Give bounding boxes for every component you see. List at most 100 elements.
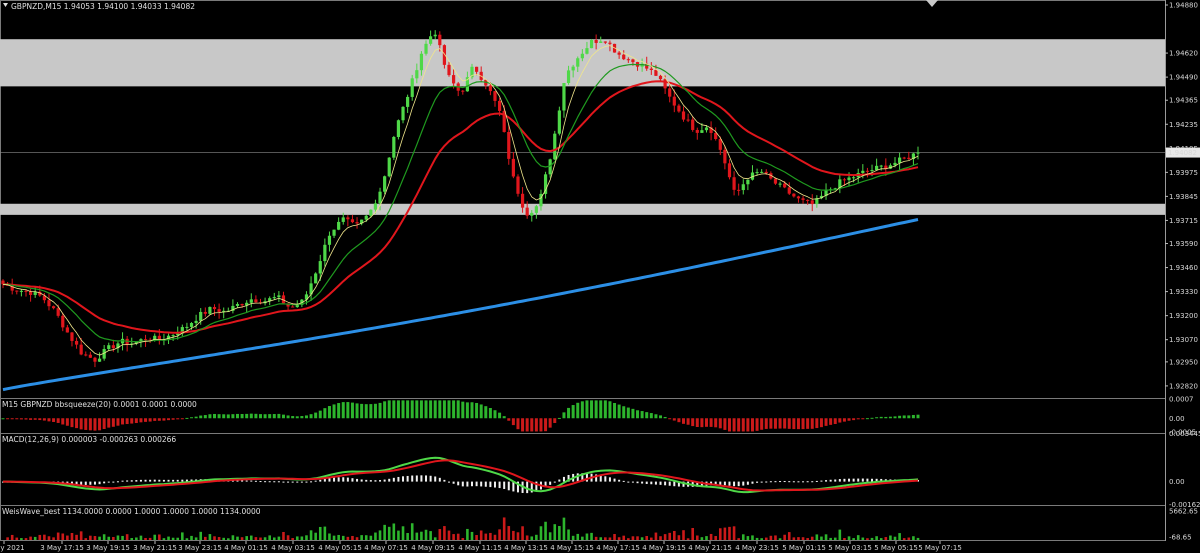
price-tick-label: 1.94620 [1169, 50, 1198, 58]
bbsqueeze-bar [111, 418, 115, 427]
candle-body [323, 244, 327, 262]
candle-body [47, 300, 51, 307]
candle-body [240, 304, 244, 306]
macd-histogram-bar [158, 479, 161, 482]
candle-body [438, 34, 442, 46]
weiswave-bar [608, 537, 612, 540]
candle-body [199, 311, 203, 321]
bbsqueeze-bar [539, 418, 543, 432]
macd-histogram-bar [121, 480, 124, 482]
candle-body [373, 203, 378, 210]
bbsqueeze-bar [277, 413, 281, 419]
candle-body [350, 219, 355, 223]
macd-histogram-bar [365, 479, 368, 482]
bbsqueeze-bar [806, 418, 810, 429]
macd-histogram-bar [287, 481, 290, 483]
weiswave-bar [291, 538, 294, 540]
candle-body [295, 304, 299, 308]
candle-body [15, 290, 19, 292]
weiswave-bar [884, 537, 888, 540]
candle-body [272, 297, 276, 299]
weiswave-bar [686, 538, 690, 540]
weiswave-bar [52, 537, 55, 540]
bbsqueeze-bar [792, 418, 796, 430]
candle-body [24, 290, 28, 292]
bbsqueeze-bars [1, 400, 920, 432]
weiswave-bar [61, 533, 65, 540]
candle-body [884, 165, 888, 169]
bbsqueeze-bar [603, 400, 607, 419]
bbsqueeze-bar [617, 404, 621, 419]
candle-body [599, 41, 603, 43]
bbsqueeze-tick-label: -0.0005 [1169, 429, 1196, 437]
macd-histogram-bar [80, 481, 83, 485]
bbsqueeze-bar [373, 403, 377, 419]
bbsqueeze-bar [488, 407, 492, 419]
candle-body [824, 190, 828, 196]
time-tick-label: 4 May 21:15 [688, 544, 732, 552]
weiswave-bar [185, 538, 189, 540]
bbsqueeze-bar [511, 418, 515, 426]
macd-histogram-bar [806, 481, 809, 483]
weiswave-bar [548, 532, 552, 540]
bbsqueeze-bar [718, 418, 722, 429]
weiswave-bar [875, 536, 878, 540]
macd-histogram-bar [93, 481, 96, 485]
weiswave-bar [10, 534, 14, 540]
weiswave-bar [755, 537, 759, 540]
macd-histogram [2, 473, 919, 494]
weiswave-bar [787, 532, 791, 540]
candle-body [231, 305, 235, 311]
weiswave-bar [406, 532, 409, 540]
weiswave-bar [89, 535, 92, 540]
candle-body [93, 357, 97, 362]
macd-histogram-bar [397, 476, 400, 482]
macd-histogram-bar [98, 481, 101, 485]
candle-body [548, 159, 552, 175]
weiswave-bar [116, 535, 120, 540]
macd-histogram-bar [319, 479, 322, 482]
weiswave-bar [544, 521, 547, 540]
bbsqueeze-bar [6, 418, 10, 420]
candle-body [249, 299, 253, 303]
bbsqueeze-bar [433, 400, 437, 419]
bbsqueeze-bar [65, 418, 69, 426]
bbsqueeze-bar [341, 402, 345, 419]
candle-body [79, 344, 83, 355]
weiswave-bar [295, 536, 299, 540]
candle-body [327, 235, 332, 245]
weiswave-bar [300, 536, 304, 540]
weiswave-bar [535, 534, 538, 540]
weiswave-bar [328, 533, 331, 540]
shift-marker-icon[interactable] [926, 0, 938, 7]
weiswave-bar [760, 538, 763, 540]
macd-histogram-bar [277, 481, 280, 483]
weiswave-bar [6, 537, 9, 540]
bbsqueeze-bar [727, 418, 731, 432]
candle-body [1, 280, 5, 285]
candle-body [566, 70, 571, 84]
weiswave-bar [732, 526, 736, 540]
macd-histogram-bar [792, 481, 795, 483]
candle-body [668, 88, 672, 97]
macd-histogram-bar [314, 480, 317, 482]
candle-body [364, 215, 368, 220]
weiswave-bar [70, 532, 74, 540]
candle-body [732, 177, 736, 190]
chevron-down-icon[interactable] [3, 3, 8, 7]
weiswave-bar [429, 531, 432, 540]
macd-histogram-bar [374, 480, 377, 482]
bbsqueeze-bar [268, 414, 272, 419]
weiswave-bar [668, 532, 672, 540]
candle-body [194, 320, 198, 324]
bbsqueeze-bar [585, 400, 589, 419]
bbsqueeze-bar [663, 416, 667, 419]
weiswave-bar [318, 526, 322, 540]
weiswave-tick-label: 5662.65 [1169, 508, 1198, 516]
macd-histogram-bar [834, 479, 837, 482]
bbsqueeze-bar [272, 414, 276, 419]
macd-histogram-bar [162, 479, 165, 482]
macd-tick-label: 0.003445 [1169, 430, 1200, 438]
bbsqueeze-bar [364, 404, 368, 419]
